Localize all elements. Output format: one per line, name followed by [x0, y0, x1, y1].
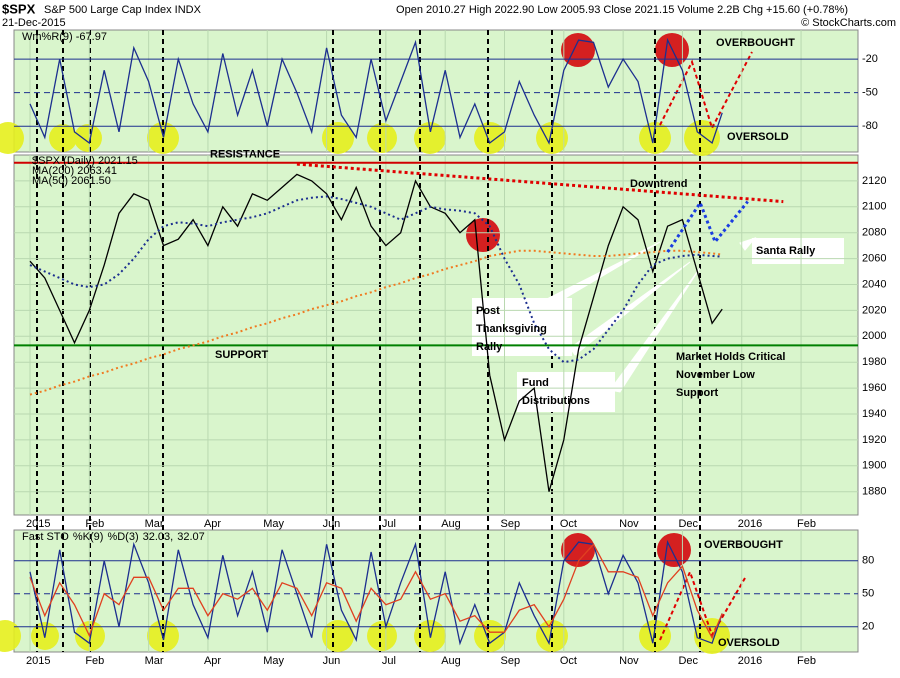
y-tick-label: -50	[862, 87, 878, 99]
zone-label: OVERSOLD	[718, 637, 780, 649]
callout-text: Rally	[476, 341, 503, 353]
callout-text: Fund	[522, 377, 549, 389]
x-tick-label: May	[263, 655, 284, 667]
series-line	[29, 249, 723, 396]
y-tick-label: 2100	[862, 201, 886, 213]
callout-box	[517, 372, 615, 412]
series-line	[29, 539, 723, 646]
series-line	[29, 173, 723, 492]
x-tick-label: Apr	[204, 655, 221, 667]
x-tick-label: Apr	[204, 518, 221, 530]
credit: © StockCharts.com	[801, 17, 896, 29]
x-tick-label: Nov	[619, 518, 639, 530]
x-tick-label: Jun	[323, 655, 341, 667]
legend-entry: MA(200) 2063.41	[32, 165, 117, 177]
y-tick-label: 1980	[862, 356, 886, 368]
y-tick-label: 2080	[862, 227, 886, 239]
x-tick-label: Mar	[145, 518, 164, 530]
callout-pointers	[544, 236, 757, 393]
legend-title: Fast STO	[22, 531, 69, 543]
index-name: S&P 500 Large Cap Index INDX	[44, 4, 202, 16]
x-tick-label: 2016	[738, 518, 762, 530]
zone-label: OVERSOLD	[727, 131, 789, 143]
series-line	[29, 543, 723, 640]
legend-entry: $SPX (Daily) 2021.15	[32, 155, 138, 167]
x-tick-label: Oct	[560, 518, 577, 530]
callout-text: Post	[476, 305, 500, 317]
x-tick-label: Aug	[441, 518, 461, 530]
panel-price	[13, 154, 859, 516]
zone-label: OVERBOUGHT	[704, 539, 783, 551]
trendline	[666, 199, 749, 253]
callout-text: Market Holds Critical	[676, 351, 785, 363]
y-tick-label: 2000	[862, 330, 886, 342]
x-tick-label: Sep	[501, 518, 521, 530]
y-tick-label: 1920	[862, 434, 886, 446]
x-tick-label: Oct	[560, 655, 577, 667]
quote: Open 2010.27 High 2022.90 Low 2005.93 Cl…	[396, 4, 848, 16]
y-tick-label: 50	[862, 588, 874, 600]
y-tick-label: 20	[862, 621, 874, 633]
x-tick-label: Aug	[441, 655, 461, 667]
y-tick-label: 2060	[862, 253, 886, 265]
legend-value: 32.03,	[143, 531, 174, 543]
callout-text: Thanksgiving	[476, 323, 547, 335]
y-tick-label: 1940	[862, 408, 886, 420]
reference-label: SUPPORT	[215, 349, 268, 361]
legend-value: 32.07	[177, 531, 205, 543]
y-tick-label: 2020	[862, 304, 886, 316]
x-tick-label: Jun	[323, 518, 341, 530]
legend-entry: %D(3)	[107, 531, 138, 543]
x-tick-label: Dec	[678, 518, 698, 530]
x-tick-label: Feb	[797, 655, 816, 667]
trendline-label: Downtrend	[630, 178, 687, 190]
y-tick-label: 80	[862, 555, 874, 567]
y-tick-label: 1880	[862, 486, 886, 498]
x-tick-label: 2015	[26, 655, 50, 667]
y-tick-label: 1960	[862, 382, 886, 394]
x-tick-label: Feb	[797, 518, 816, 530]
callout-text: Support	[676, 387, 718, 399]
oscillator-trend-sketch	[659, 51, 753, 641]
legend-entry: MA(50) 2061.50	[32, 175, 111, 187]
zone-label: OVERBOUGHT	[716, 37, 795, 49]
y-tick-label: 1900	[862, 460, 886, 472]
date: 21-Dec-2015	[2, 17, 66, 29]
callout-box	[752, 238, 844, 264]
y-tick-label: 2120	[862, 175, 886, 187]
x-tick-label: Dec	[678, 655, 698, 667]
x-tick-label: Feb	[85, 655, 104, 667]
x-tick-label: Mar	[145, 655, 164, 667]
callout-text: November Low	[676, 369, 755, 381]
reference-label: RESISTANCE	[210, 149, 280, 161]
x-tick-label: May	[263, 518, 284, 530]
y-tick-label: 2040	[862, 278, 886, 290]
x-tick-label: Jul	[382, 518, 396, 530]
x-tick-label: 2015	[26, 518, 50, 530]
x-tick-label: Sep	[501, 655, 521, 667]
legend-title: Wm%R(9) -67.97	[22, 31, 107, 43]
symbol: $SPX	[2, 1, 36, 16]
y-tick-label: -80	[862, 120, 878, 132]
x-tick-label: Feb	[85, 518, 104, 530]
legend-entry: %K(9)	[73, 531, 104, 543]
x-tick-label: Nov	[619, 655, 639, 667]
y-tick-label: -20	[862, 53, 878, 65]
trendline-label: Santa Rally	[756, 245, 816, 257]
x-tick-label: Jul	[382, 655, 396, 667]
series-line	[29, 37, 723, 145]
callout-text: Distributions	[522, 395, 590, 407]
x-tick-label: 2016	[738, 655, 762, 667]
